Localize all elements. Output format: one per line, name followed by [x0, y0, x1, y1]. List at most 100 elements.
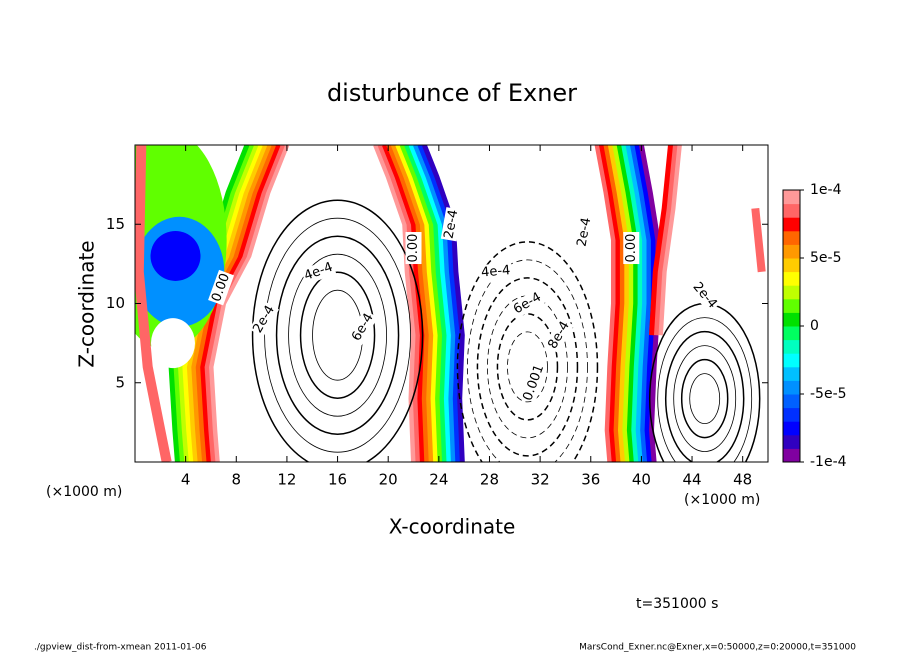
colorbar-swatch [783, 258, 800, 273]
shade-band [603, 145, 625, 462]
shade-band [399, 145, 443, 462]
contour-line [487, 295, 568, 439]
colorbar-swatch [783, 217, 800, 232]
colorbar-swatch [783, 407, 800, 422]
shade-band [373, 145, 417, 462]
shade-blob [150, 318, 195, 369]
colorbar-swatch [783, 353, 800, 368]
shade-band [404, 145, 448, 462]
colorbar-swatch [783, 434, 800, 449]
shade-band [417, 145, 461, 462]
shade-blob [150, 230, 201, 281]
colorbar-swatch [783, 421, 800, 436]
shade-band [612, 145, 634, 462]
colorbar-swatch [783, 312, 800, 327]
colorbar-swatch [783, 190, 800, 205]
colorbar-swatch [783, 230, 800, 245]
contour-label: 0.001 [520, 363, 547, 403]
x-tick-label: 40 [632, 471, 651, 489]
contour-line [275, 235, 400, 435]
contour-line [251, 199, 424, 462]
label-bg [544, 317, 575, 354]
contour-field: 0.002e-44e-46e-40.002e-44e-46e-48e-40.00… [135, 145, 766, 462]
colorbar-swatch [783, 448, 800, 463]
contour-line [664, 330, 745, 462]
contour-line [476, 277, 579, 457]
y-tick-label: 10 [106, 294, 125, 312]
x-tick-label: 8 [232, 471, 242, 489]
contour-line [456, 241, 599, 462]
x-tick-label: 4 [181, 471, 191, 489]
contour-label: 2e-4 [442, 209, 462, 240]
shade-band [599, 145, 621, 462]
colorbar-swatch [783, 380, 800, 395]
shade-band [413, 145, 456, 462]
x-tick-label: 44 [682, 471, 701, 489]
y-tick-label: 15 [106, 215, 125, 233]
label-bg [573, 215, 596, 250]
label-bg [520, 364, 547, 401]
colorbar-swatch [783, 298, 800, 313]
colorbar-swatch [783, 339, 800, 354]
contour-line [288, 253, 387, 417]
x-tick-label: 24 [429, 471, 448, 489]
x-tick-label: 20 [379, 471, 398, 489]
contour-line [680, 358, 729, 439]
x-axis-label: X-coordinate [389, 515, 516, 539]
shade-band [594, 145, 616, 462]
contour-label: 4e-4 [481, 263, 511, 280]
contour-line [496, 313, 559, 421]
colorbar-tick-label: -5e-5 [810, 386, 847, 402]
label-bg [208, 269, 235, 306]
label-bg [688, 278, 722, 313]
shade-band [653, 145, 678, 336]
colorbar-swatch [783, 244, 800, 259]
colorbar-swatch [783, 285, 800, 300]
shade-band [630, 145, 652, 462]
contour-line [467, 259, 588, 462]
shade-band [395, 145, 439, 462]
colorbar-tick-label: -1e-4 [810, 454, 847, 470]
colorbar-tick-label: 0 [810, 318, 819, 334]
shade-band [390, 145, 434, 462]
label-bg [249, 301, 280, 338]
label-bg [300, 258, 337, 285]
shade-band [135, 145, 172, 462]
x-tick-label: 28 [480, 471, 499, 489]
colorbar-swatch [783, 326, 800, 341]
shade-band [382, 145, 425, 462]
label-bg [623, 232, 640, 265]
label-bg [440, 207, 463, 242]
shade-band [386, 145, 430, 462]
contour-label: 0.00 [406, 234, 421, 263]
label-bg [405, 232, 422, 265]
contour-line [673, 345, 737, 453]
chart-title: disturbunce of Exner [327, 79, 577, 107]
shade-band [616, 145, 639, 462]
label-bg [509, 288, 546, 319]
contour-line [507, 331, 548, 403]
x-tick-label: 12 [277, 471, 296, 489]
y-tick-label: 5 [115, 373, 125, 391]
contour-line [657, 317, 753, 462]
label-bg [479, 262, 513, 282]
shade-band [649, 145, 673, 336]
colorbar-tick-label: 1e-4 [810, 182, 842, 198]
label-bg [347, 309, 378, 346]
x-tick-label: 16 [328, 471, 347, 489]
shade-band [657, 145, 682, 336]
footer-right: MarsCond_Exner.nc@Exner,x=0:50000,z=0:20… [579, 643, 856, 653]
shade-band [408, 145, 452, 462]
colorbar-tick-label: 5e-5 [810, 250, 841, 266]
shade-band [377, 145, 421, 462]
footer-left: ./gpview_dist-from-xmean 2011-01-06 [34, 643, 207, 653]
x-tick-label: 36 [581, 471, 600, 489]
contour-line [689, 373, 721, 425]
contour-label: 2e-4 [575, 216, 595, 247]
time-label: t=351000 s [636, 596, 718, 612]
colorbar-swatch [783, 394, 800, 409]
colorbar-swatch [783, 366, 800, 381]
y-axis-label: Z-coordinate [75, 240, 99, 367]
shade-band [607, 145, 630, 462]
